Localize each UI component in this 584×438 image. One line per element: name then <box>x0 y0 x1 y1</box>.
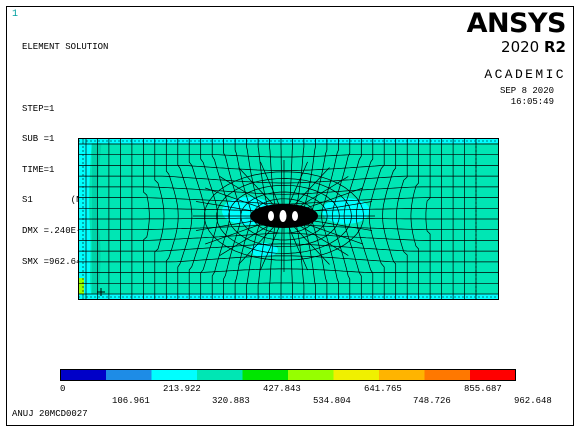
legend-label: 534.804 <box>313 396 351 406</box>
mesh-line <box>240 191 328 241</box>
mesh-line <box>177 138 193 300</box>
brand-name: ANSYS <box>466 8 567 39</box>
mesh-line <box>78 243 498 252</box>
legend-label: 213.922 <box>163 384 201 394</box>
mesh-line <box>188 138 206 300</box>
brand-edition: ACADEMIC <box>484 67 566 82</box>
legend-color-bar <box>197 369 243 381</box>
legend-label: 962.648 <box>514 396 552 406</box>
mesh-line <box>154 138 165 300</box>
info-title: ELEMENT SOLUTION <box>22 42 109 53</box>
timestamp-time: 16:05:49 <box>510 97 554 107</box>
mesh-line <box>356 138 374 300</box>
mesh-line <box>425 138 431 300</box>
mesh-line <box>292 167 330 207</box>
mesh-line <box>238 225 276 265</box>
mesh-line <box>296 176 349 209</box>
mesh-line <box>296 223 349 256</box>
legend-color-bar <box>151 369 198 381</box>
legend-color-bar <box>106 369 152 381</box>
legend-color-bar <box>424 369 471 381</box>
contour-band-bottom <box>78 293 499 300</box>
timestamp-date: SEP 8 2020 <box>499 86 554 96</box>
plate-outline <box>78 138 499 300</box>
legend-color-bar <box>379 369 425 381</box>
mesh-line <box>321 138 339 300</box>
info-dmx: DMX =.240E-08 <box>22 225 93 236</box>
mesh-line <box>78 154 498 158</box>
mesh-line <box>211 138 230 300</box>
mesh-line <box>216 178 352 254</box>
mesh-line <box>200 138 218 300</box>
mesh-line <box>260 226 280 271</box>
mesh-line <box>238 167 276 207</box>
mesh-line <box>204 171 364 261</box>
mesh-line <box>292 225 330 265</box>
legend-label: 641.765 <box>364 384 402 394</box>
brand-version: 2020 R2 <box>467 38 566 56</box>
mesh-line <box>288 226 308 271</box>
mesh-line <box>396 138 408 300</box>
legend-label: 427.843 <box>263 384 301 394</box>
ansys-logo: ANSYS 2020 R2 ACADEMIC <box>466 8 567 83</box>
brand-version-year: 2020 <box>501 38 540 56</box>
mesh-line <box>260 161 280 206</box>
info-smx: SMX =962.648 <box>22 256 87 267</box>
graphics-window[interactable] <box>6 6 574 426</box>
mesh-line <box>78 268 498 273</box>
user-label: ANUJ 20MCD0027 <box>12 409 88 419</box>
mesh-line <box>78 255 498 263</box>
mesh-line <box>332 138 351 300</box>
legend-label: 106.961 <box>112 396 150 406</box>
legend-label: 748.726 <box>413 396 451 406</box>
mesh-line <box>143 138 150 300</box>
mesh-line <box>228 184 340 248</box>
mesh-line <box>78 165 498 171</box>
legend-color-bar <box>242 369 289 381</box>
mesh-line <box>219 176 272 209</box>
mesh-line <box>368 138 385 300</box>
legend-label: 855.687 <box>464 384 502 394</box>
legend-color-bar <box>470 369 516 381</box>
info-step: STEP=1 <box>22 103 55 114</box>
legend-label: 0 <box>60 384 66 394</box>
info-sub: SUB =1 <box>22 134 55 145</box>
mesh-line <box>343 138 362 300</box>
info-time: TIME=1 <box>22 164 55 175</box>
contour-band-top <box>78 138 499 145</box>
mesh-line <box>78 186 498 195</box>
legend-label: 320.883 <box>212 396 250 406</box>
window-number: 1 <box>12 9 19 20</box>
mesh-line <box>78 175 498 184</box>
mesh-line <box>219 223 272 256</box>
timestamp: SEP 8 2020 16:05:49 <box>500 86 554 108</box>
support-marker <box>97 288 105 296</box>
mesh-line <box>382 138 397 300</box>
legend-color-bar <box>288 369 334 381</box>
hole-region <box>250 204 318 228</box>
mesh-line <box>288 161 308 206</box>
mesh-line <box>410 138 419 300</box>
brand-version-release: R2 <box>544 38 566 56</box>
color-legend <box>60 369 516 381</box>
contour-plot[interactable] <box>78 138 499 300</box>
legend-color-bar <box>60 369 107 381</box>
legend-color-bar <box>333 369 380 381</box>
mesh-line <box>165 138 179 300</box>
